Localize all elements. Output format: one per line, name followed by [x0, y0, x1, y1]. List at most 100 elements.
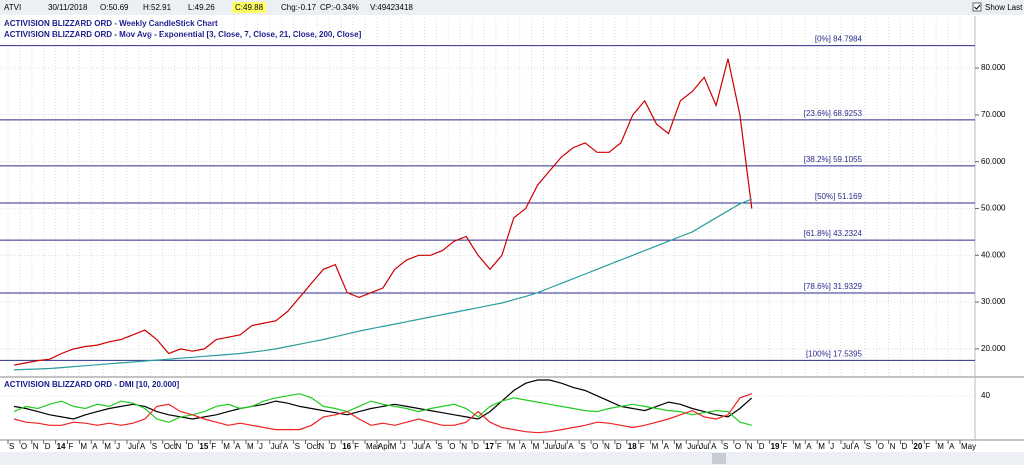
- x-tick-label: A: [949, 442, 955, 451]
- x-tick-label: A: [521, 442, 527, 451]
- x-tick-label: M: [247, 442, 254, 451]
- x-tick-label: F: [497, 442, 502, 451]
- y-tick-label: 20.000: [981, 344, 1006, 353]
- x-tick-label: M: [80, 442, 87, 451]
- change-pct: CP:-0.34%: [320, 3, 359, 12]
- low: L:49.26: [188, 3, 215, 12]
- x-tick-label: A: [854, 442, 860, 451]
- x-tick-label: D: [902, 442, 908, 451]
- x-tick-label: S: [9, 442, 14, 451]
- chart-subtitle: ACTIVISION BLIZZARD ORD - Mov Avg - Expo…: [4, 30, 362, 39]
- x-tick-label: J: [259, 442, 263, 451]
- x-tick-label: A: [92, 442, 98, 451]
- scroll-thumb[interactable]: [712, 453, 726, 464]
- series-line: [13, 393, 752, 434]
- x-tick-label: 15: [199, 442, 208, 451]
- fib-label: [0%] 84.7984: [815, 35, 863, 44]
- x-tick-label: S: [723, 442, 728, 451]
- x-tick-label: 19: [771, 442, 780, 451]
- x-tick-label: Jun: [545, 442, 558, 451]
- x-tick-label: M: [818, 442, 825, 451]
- x-tick-label: Jun: [687, 442, 700, 451]
- x-tick-label: Jul: [842, 442, 852, 451]
- x-tick-label: S: [866, 442, 871, 451]
- fib-label: [23.6%] 68.9253: [804, 109, 863, 118]
- fib-label: [61.8%] 43.2324: [804, 229, 863, 238]
- x-tick-label: D: [188, 442, 194, 451]
- x-tick-label: J: [402, 442, 406, 451]
- close-highlight: [232, 2, 266, 13]
- x-tick-label: M: [509, 442, 516, 451]
- y-tick-label: 40.000: [981, 250, 1006, 259]
- x-tick-label: O: [449, 442, 455, 451]
- y-tick-label: 80.000: [981, 63, 1006, 72]
- x-tick-label: Mar: [366, 442, 380, 451]
- x-tick-label: A: [568, 442, 574, 451]
- chart-title: ACTIVISION BLIZZARD ORD - Weekly CandleS…: [4, 19, 218, 28]
- x-tick-label: S: [580, 442, 585, 451]
- x-tick-label: Jul: [271, 442, 281, 451]
- fib-label: [38.2%] 59.1055: [804, 155, 863, 164]
- close: C:49.88: [235, 3, 264, 12]
- x-tick-label: S: [295, 442, 300, 451]
- x-tick-label: Oct: [164, 442, 177, 451]
- symbol: ATVI: [4, 3, 21, 12]
- x-tick-label: M: [794, 442, 801, 451]
- show-last[interactable]: Show Last: [985, 3, 1023, 12]
- x-tick-label: Jul: [128, 442, 138, 451]
- x-tick-label: A: [235, 442, 241, 451]
- x-tick-label: 14: [57, 442, 66, 451]
- x-tick-label: A: [806, 442, 812, 451]
- x-tick-label: 20: [913, 442, 922, 451]
- x-tick-label: A: [140, 442, 146, 451]
- x-tick-label: M: [223, 442, 230, 451]
- x-tick-label: D: [473, 442, 479, 451]
- x-tick-label: A: [711, 442, 717, 451]
- x-tick-label: F: [640, 442, 645, 451]
- x-tick-label: Oct: [307, 442, 320, 451]
- x-tick-label: 16: [342, 442, 351, 451]
- x-tick-label: 17: [485, 442, 494, 451]
- series-line: [13, 393, 752, 426]
- x-tick-label: Jul: [699, 442, 709, 451]
- x-tick-label: N: [604, 442, 610, 451]
- x-tick-label: M: [652, 442, 659, 451]
- series-line: [13, 58, 753, 366]
- x-tick-label: D: [330, 442, 336, 451]
- x-tick-label: N: [33, 442, 39, 451]
- x-tick-label: M: [104, 442, 111, 451]
- x-tick-label: Jul: [556, 442, 566, 451]
- x-tick-label: D: [759, 442, 765, 451]
- x-tick-label: M: [937, 442, 944, 451]
- date: 30/11/2018: [48, 3, 88, 12]
- x-tick-label: D: [616, 442, 622, 451]
- x-tick-label: O: [735, 442, 741, 451]
- x-tick-label: F: [69, 442, 74, 451]
- y-tick-label: 30.000: [981, 297, 1006, 306]
- series-line: [13, 198, 753, 371]
- x-tick-label: M: [390, 442, 397, 451]
- x-tick-label: S: [437, 442, 442, 451]
- volume: V:49423418: [370, 3, 413, 12]
- x-tick-label: N: [318, 442, 324, 451]
- x-tick-label: M: [675, 442, 682, 451]
- x-tick-label: N: [461, 442, 467, 451]
- fib-label: [100%] 17.5395: [806, 349, 863, 358]
- y-tick-label: 70.000: [981, 110, 1006, 119]
- x-tick-label: F: [925, 442, 930, 451]
- x-tick-label: May: [961, 442, 976, 451]
- y-tick-label: 50.000: [981, 204, 1006, 213]
- scrollbar[interactable]: [0, 452, 1024, 465]
- y-tick-label: 40: [981, 391, 990, 400]
- x-tick-label: A: [664, 442, 670, 451]
- change: Chg:-0.17: [281, 3, 317, 12]
- x-tick-label: Apr: [378, 442, 391, 451]
- check: [974, 4, 981, 10]
- show-last-checkbox[interactable]: [972, 2, 982, 12]
- fib-label: [78.6%] 31.9329: [804, 282, 863, 291]
- x-tick-label: F: [354, 442, 359, 451]
- x-tick-label: S: [152, 442, 157, 451]
- x-tick-label: N: [176, 442, 182, 451]
- x-tick-label: M: [533, 442, 540, 451]
